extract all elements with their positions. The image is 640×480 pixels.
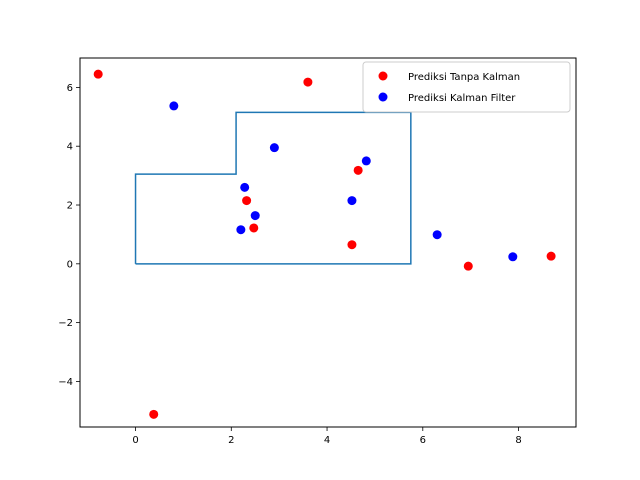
point-series-0-6	[463, 261, 473, 271]
y-tick-label: 6	[67, 83, 73, 94]
point-series-1-1	[269, 143, 279, 153]
point-series-0-4	[249, 223, 259, 233]
point-series-1-5	[250, 211, 260, 221]
legend-box	[362, 61, 571, 113]
legend-label-0: Prediksi Tanpa Kalman	[408, 72, 520, 83]
y-tick-label: −4	[58, 377, 73, 388]
x-tick-label: 2	[228, 435, 234, 446]
point-series-1-2	[361, 156, 371, 166]
x-tick-label: 4	[324, 435, 330, 446]
point-series-0-0	[93, 69, 103, 79]
point-series-0-8	[149, 409, 159, 419]
y-tick-label: −2	[58, 318, 73, 329]
legend-label-1: Prediksi Kalman Filter	[408, 93, 516, 104]
y-tick-label: 4	[67, 142, 73, 153]
x-tick-label: 8	[515, 435, 521, 446]
point-series-0-3	[242, 196, 252, 206]
y-tick-label: 0	[67, 259, 73, 270]
point-series-1-6	[236, 225, 246, 235]
point-series-1-7	[432, 230, 442, 240]
point-series-0-5	[347, 240, 357, 250]
axes-frame	[79, 57, 577, 428]
x-tick-label: 6	[420, 435, 426, 446]
x-axis: 0 2 4 6 8	[132, 427, 522, 446]
legend-marker-1	[378, 92, 388, 102]
x-tick-label: 0	[132, 435, 138, 446]
legend: Prediksi Tanpa Kalman Prediksi Kalman Fil…	[362, 61, 571, 113]
point-series-1-0	[169, 101, 179, 111]
point-series-0-7	[546, 251, 556, 261]
point-series-1-3	[240, 182, 250, 192]
point-series-1-4	[347, 196, 357, 206]
y-tick-label: 2	[67, 201, 73, 212]
point-series-0-2	[353, 165, 363, 175]
point-series-1-8	[508, 252, 518, 262]
y-axis: −4 −2 0 2 4 6	[58, 83, 80, 388]
plot-content	[93, 69, 556, 419]
legend-marker-0	[378, 71, 388, 81]
point-series-0-1	[303, 77, 313, 87]
outline-line	[134, 111, 412, 265]
